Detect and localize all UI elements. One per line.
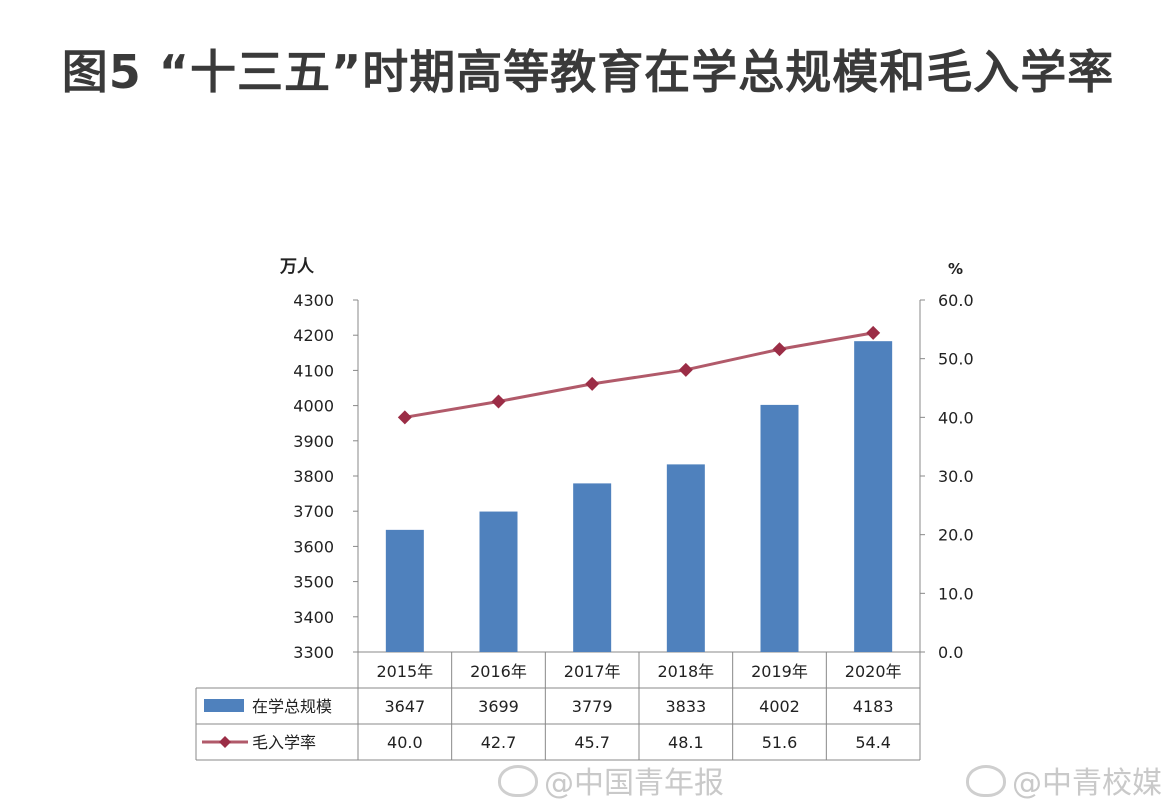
legend-label: 在学总规模	[252, 697, 332, 716]
table-cell: 45.7	[574, 733, 610, 752]
rate-point	[866, 325, 881, 340]
chart-title: 图5 “十三五”时期高等教育在学总规模和毛入学率	[61, 45, 1115, 99]
right-tick-label: 20.0	[938, 526, 974, 545]
legend-label: 毛入学率	[252, 733, 316, 752]
category-label: 2018年	[657, 662, 714, 681]
category-label: 2015年	[376, 662, 433, 681]
right-tick-label: 10.0	[938, 584, 974, 603]
table-cell: 3833	[665, 697, 706, 716]
table-cell: 3699	[478, 697, 519, 716]
rate-point	[678, 362, 693, 377]
left-tick-label: 3400	[293, 608, 334, 627]
weibo-icon	[966, 765, 1006, 797]
bar	[479, 511, 518, 652]
table-cell: 51.6	[762, 733, 798, 752]
right-tick-label: 50.0	[938, 350, 974, 369]
right-tick-label: 40.0	[938, 408, 974, 427]
right-tick-label: 60.0	[938, 291, 974, 310]
left-tick-label: 3300	[293, 643, 334, 662]
category-label: 2017年	[564, 662, 621, 681]
right-tick-label: 0.0	[938, 643, 963, 662]
left-tick-label: 4300	[293, 291, 334, 310]
rate-line	[404, 331, 874, 419]
watermark-1: @中国青年报	[498, 758, 724, 802]
table-cell: 42.7	[481, 733, 517, 752]
legend-bar-swatch	[204, 699, 244, 712]
table-cell: 4002	[759, 697, 800, 716]
table-cell: 48.1	[668, 733, 704, 752]
left-tick-label: 4200	[293, 326, 334, 345]
table-cell: 40.0	[387, 733, 423, 752]
watermark-text-2: @中青校媒	[1012, 766, 1162, 801]
left-axis-unit: 万人	[279, 257, 315, 277]
left-tick-label: 4100	[293, 361, 334, 380]
rate-point	[585, 376, 600, 391]
watermark-2: @中青校媒	[966, 758, 1162, 802]
right-axis-unit: %	[948, 260, 963, 278]
rate-point	[397, 410, 412, 425]
bar	[573, 483, 612, 652]
table-cell: 54.4	[855, 733, 891, 752]
left-tick-label: 3600	[293, 537, 334, 556]
left-tick-label: 3900	[293, 432, 334, 451]
table-cell: 3779	[572, 697, 613, 716]
left-tick-label: 3500	[293, 573, 334, 592]
bar	[760, 404, 799, 652]
left-tick-label: 3700	[293, 502, 334, 521]
bar	[666, 464, 705, 652]
table-cell: 3647	[384, 697, 425, 716]
left-tick-label: 3800	[293, 467, 334, 486]
bar	[385, 529, 424, 652]
weibo-icon	[498, 765, 538, 797]
legend-line-marker	[219, 736, 231, 748]
category-label: 2020年	[845, 662, 902, 681]
rate-point	[491, 394, 506, 409]
watermark-text-1: @中国青年报	[544, 766, 724, 801]
left-tick-label: 4000	[293, 397, 334, 416]
bar	[854, 341, 893, 652]
rate-point	[772, 342, 787, 357]
table-cell: 4183	[853, 697, 894, 716]
right-tick-label: 30.0	[938, 467, 974, 486]
category-label: 2019年	[751, 662, 808, 681]
category-label: 2016年	[470, 662, 527, 681]
